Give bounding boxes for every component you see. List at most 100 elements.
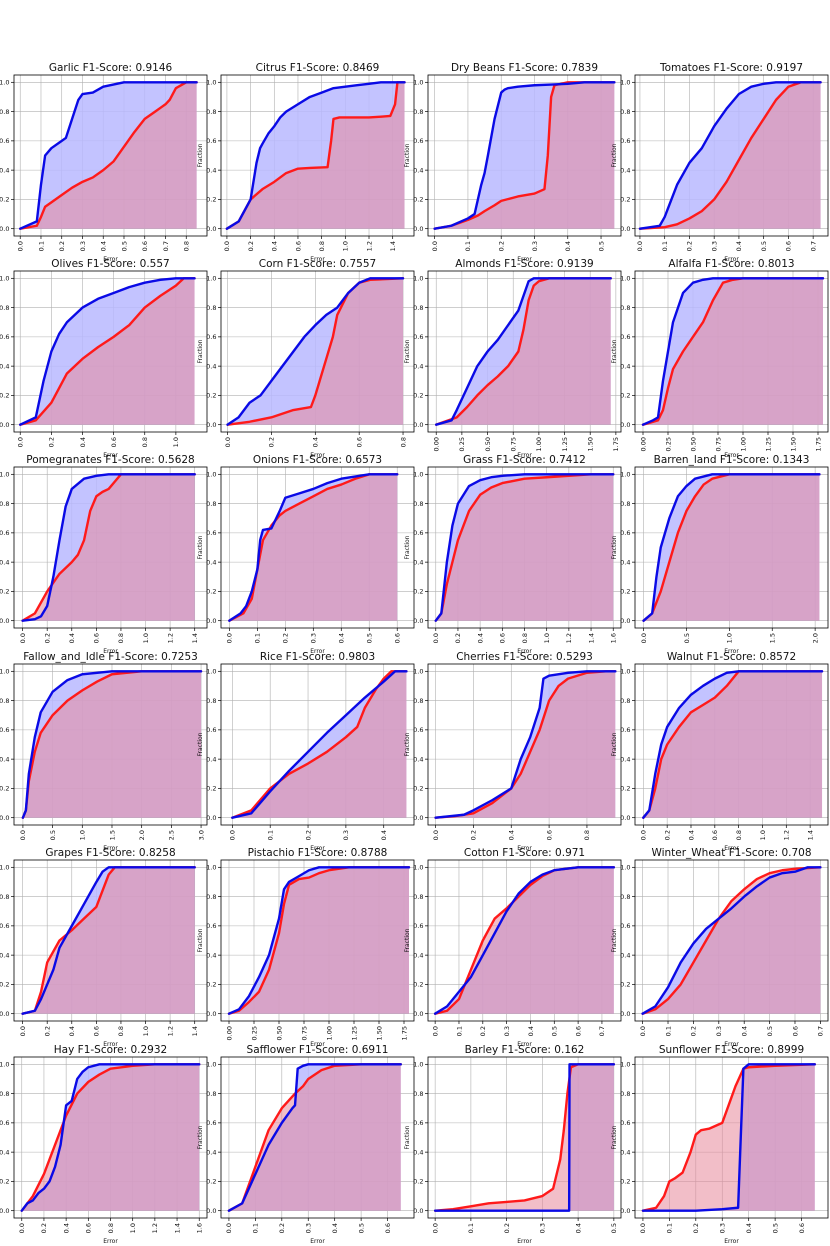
y-tick-label: 0.6: [413, 1119, 423, 1127]
x-tick-label: 1.0: [142, 633, 150, 643]
y-tick-label: 0.0: [206, 1010, 216, 1018]
series-lines: [21, 866, 196, 1015]
y-tick-label: 0.8: [620, 500, 630, 508]
plot-frame: [220, 663, 415, 826]
series-lines: [21, 670, 203, 819]
y-axis-label: Fraction: [611, 535, 618, 559]
series-line-red: [227, 866, 411, 1015]
series-line-blue: [433, 1063, 616, 1212]
x-tick-label: 0.6: [574, 1026, 582, 1036]
chart-panel: Almonds F1-Score: 0.9139 0.00 0.25 0.50 0.75…: [404, 258, 622, 459]
series-line-red: [228, 473, 399, 622]
x-tick-label: 0.75: [714, 437, 722, 451]
x-tick-label: 0.2: [686, 241, 694, 251]
y-tick-label: 0.2: [0, 196, 10, 204]
x-tick-label: 0.0: [431, 241, 439, 251]
y-tick-label: 0.4: [413, 362, 423, 370]
x-axis-label: Error: [310, 256, 325, 263]
area-fill-red: [22, 671, 202, 818]
y-tick-label: 1.0: [206, 275, 216, 283]
plot-frame: [634, 663, 829, 826]
x-tick-label: 0.50: [484, 437, 492, 451]
y-tick-label: 0.2: [620, 1178, 630, 1186]
y-tick-label: 0.6: [0, 529, 10, 537]
chart-title: Winter_Wheat F1-Score: 0.708: [651, 847, 811, 859]
y-tick-label: 0.8: [0, 1090, 10, 1098]
y-tick-label: 0.8: [206, 304, 216, 312]
x-tick-label: 0.4: [687, 830, 695, 840]
area-fill-red: [642, 1064, 815, 1211]
x-tick-label: 0.1: [252, 1223, 260, 1233]
chart-panel: Sunflower F1-Score: 0.8999 0.0 0.1 0.2 0.3 0.…: [611, 1044, 829, 1245]
x-tick-label: 0.4: [745, 1223, 753, 1233]
x-tick-label: 1.00: [535, 437, 543, 451]
chart-title: Pistachio F1-Score: 0.8788: [248, 847, 388, 859]
x-tick-label: 0.8: [117, 633, 125, 643]
x-tick-label: 1.50: [587, 437, 595, 451]
series-line-red: [231, 670, 408, 819]
x-tick-label: 0.7: [809, 241, 817, 251]
x-axis-label: Error: [517, 452, 532, 459]
area-fills: [435, 671, 616, 818]
x-tick-label: 1.0: [726, 633, 734, 643]
x-tick-label: 0.6: [93, 1026, 101, 1036]
series-line-blue: [228, 473, 399, 622]
y-tick-label: 0.6: [206, 529, 216, 537]
y-tick-label: 0.8: [620, 304, 630, 312]
x-tick-label: 0.1: [266, 830, 274, 840]
y-tick-label: 0.2: [620, 981, 630, 989]
x-tick-label: 0.7: [817, 1026, 825, 1036]
x-tick-label: 1.5: [769, 633, 777, 643]
y-tick-label: 0.4: [0, 362, 10, 370]
x-tick-label: 0.0: [636, 241, 644, 251]
area-fills: [229, 474, 398, 621]
x-tick-label: 1.6: [196, 1223, 204, 1233]
chart-title: Grapes F1-Score: 0.8258: [45, 847, 175, 859]
plot-frame: [220, 270, 415, 433]
y-tick-label: 0.4: [206, 755, 216, 763]
x-tick-label: 0.75: [510, 437, 518, 451]
y-tick-label: 0.4: [0, 166, 10, 174]
y-tick-label: 0.4: [0, 558, 10, 566]
area-fill-red: [22, 474, 195, 621]
plot-frame: [13, 270, 208, 433]
x-axis-label: Error: [517, 1041, 532, 1048]
chart-title: Garlic F1-Score: 0.9146: [49, 62, 173, 74]
x-tick-label: 1.4: [173, 1223, 181, 1233]
area-fills: [227, 278, 404, 425]
x-tick-label: 0.0: [225, 1223, 233, 1233]
y-tick-label: 0.2: [206, 981, 216, 989]
x-tick-label: 0.6: [791, 1026, 799, 1036]
x-tick-label: 1.0: [142, 1026, 150, 1036]
series-line-red: [641, 866, 822, 1015]
x-tick-label: 0.6: [545, 830, 553, 840]
x-tick-label: 0.7: [162, 241, 170, 251]
area-fills: [20, 278, 195, 425]
chart-title: Rice F1-Score: 0.9803: [260, 651, 375, 663]
y-tick-label: 0.0: [620, 617, 630, 625]
x-tick-label: 1.0: [342, 241, 350, 251]
y-axis-label: Fraction: [197, 928, 204, 952]
chart-title: Dry Beans F1-Score: 0.7839: [451, 62, 598, 74]
series-lines: [641, 1063, 816, 1212]
y-tick-label: 0.0: [620, 1207, 630, 1215]
y-tick-label: 1.0: [620, 864, 630, 872]
x-tick-label: 1.4: [191, 633, 199, 643]
x-tick-label: 0.6: [798, 1223, 806, 1233]
y-tick-label: 0.8: [0, 697, 10, 705]
y-tick-label: 0.8: [0, 893, 10, 901]
x-tick-label: 0.25: [458, 437, 466, 451]
y-tick-label: 0.6: [0, 922, 10, 930]
y-tick-label: 1.0: [620, 79, 630, 87]
area-fill-red: [226, 82, 405, 229]
x-tick-label: 0.4: [68, 1026, 76, 1036]
x-tick-label: 0.2: [43, 633, 51, 643]
y-tick-label: 1.0: [413, 471, 423, 479]
y-axis-label: Fraction: [404, 339, 411, 363]
y-tick-label: 0.0: [620, 814, 630, 822]
y-tick-label: 0.6: [206, 922, 216, 930]
x-tick-label: 0.0: [19, 1026, 27, 1036]
series-line-blue: [641, 866, 822, 1015]
x-tick-label: 0.4: [271, 241, 279, 251]
